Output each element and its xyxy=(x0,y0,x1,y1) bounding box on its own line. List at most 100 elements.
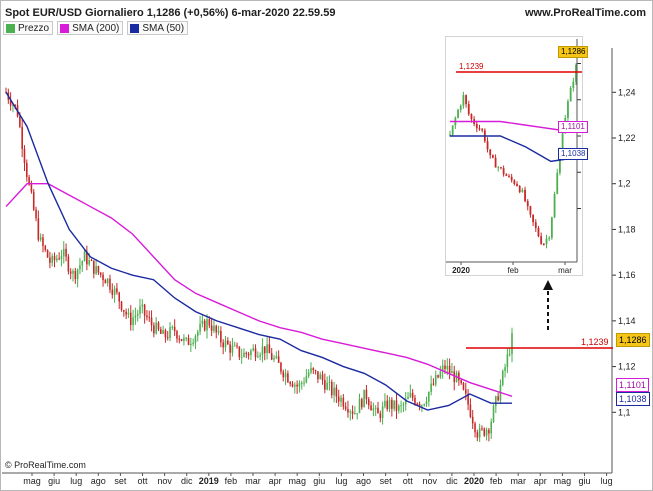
candle-body xyxy=(169,327,171,338)
candle-body xyxy=(458,372,460,381)
candle-body xyxy=(358,399,361,414)
candle-body xyxy=(83,251,86,262)
candle-body xyxy=(321,374,324,381)
sma50-swatch xyxy=(130,23,140,33)
candle-body xyxy=(37,218,40,240)
candle-body xyxy=(314,370,317,372)
candle-body xyxy=(437,375,439,378)
candle-body xyxy=(550,217,553,238)
candle-body xyxy=(575,64,577,82)
y-tick-label: 1,1 xyxy=(618,407,631,417)
candle-body xyxy=(136,313,139,316)
candle-body xyxy=(32,191,35,210)
candle-body xyxy=(529,206,532,215)
candle-body xyxy=(254,348,257,358)
y-tick-label: 1,16 xyxy=(618,270,636,280)
candle-body xyxy=(250,350,252,356)
candle-body xyxy=(300,382,303,384)
candle-body xyxy=(381,406,384,419)
candle-body xyxy=(289,382,291,384)
legend-item-price[interactable]: Prezzo xyxy=(3,21,54,35)
candle-body xyxy=(462,383,465,390)
candle-body xyxy=(86,251,88,265)
candle-body xyxy=(556,172,559,194)
candle-body xyxy=(104,280,107,284)
candle-body xyxy=(233,345,236,347)
price-swatch xyxy=(6,23,15,33)
candle-body xyxy=(490,421,493,434)
candle-body xyxy=(180,339,183,341)
candle-body xyxy=(12,104,14,106)
candle-body xyxy=(526,201,529,207)
candle-body xyxy=(81,261,84,266)
candle-body xyxy=(53,256,56,261)
candle-body xyxy=(335,387,338,397)
candle-body xyxy=(162,330,164,334)
candle-body xyxy=(511,333,513,355)
site-url[interactable]: www.ProRealTime.com xyxy=(524,7,646,19)
candle-body xyxy=(92,260,95,274)
candle-body xyxy=(65,248,67,257)
x-tick-label: mag xyxy=(554,476,572,486)
candle-body xyxy=(469,404,472,417)
x-tick-label: giu xyxy=(578,476,590,486)
candle-body xyxy=(134,315,137,318)
candle-body xyxy=(190,343,192,345)
candle-body xyxy=(508,354,511,356)
candle-body xyxy=(208,319,211,326)
candle-body xyxy=(139,306,141,314)
x-tick-label: ott xyxy=(137,476,148,486)
candle-body xyxy=(337,396,340,402)
candle-body xyxy=(333,387,335,396)
legend-label-price: Prezzo xyxy=(18,22,50,34)
candle-body xyxy=(67,256,70,272)
candle-body xyxy=(257,356,259,358)
candle-body xyxy=(446,365,449,370)
y-tick-label: 1,12 xyxy=(618,362,636,372)
candle-body xyxy=(171,326,174,328)
candle-body xyxy=(268,344,271,354)
candle-body xyxy=(153,325,155,334)
candle-body xyxy=(35,209,37,219)
candle-body xyxy=(324,380,326,390)
candle-body xyxy=(540,236,543,244)
candle-body xyxy=(393,400,395,409)
candle-body xyxy=(425,401,428,405)
candle-body xyxy=(561,133,564,151)
candle-body xyxy=(282,371,285,378)
candle-body xyxy=(160,329,162,334)
sma200-line xyxy=(5,183,513,397)
candle-body xyxy=(501,370,504,385)
candle-body xyxy=(483,428,486,436)
sma200-line xyxy=(450,120,577,134)
candle-body xyxy=(478,428,481,438)
inset-last-tag: 1,1286 xyxy=(558,46,589,58)
x-tick-label: nov xyxy=(423,476,438,486)
candle-body xyxy=(572,81,575,88)
candle-body xyxy=(524,189,526,202)
candle-body xyxy=(377,407,379,414)
candle-body xyxy=(178,338,181,340)
candle-body xyxy=(367,399,370,406)
candle-body xyxy=(471,416,474,424)
legend-item-sma50[interactable]: SMA (50) xyxy=(127,21,189,35)
candle-body xyxy=(58,258,60,260)
candle-body xyxy=(513,180,516,184)
candle-body xyxy=(201,320,204,324)
candle-body xyxy=(176,331,178,339)
candle-body xyxy=(497,167,500,169)
x-tick-label: lug xyxy=(601,476,613,486)
x-tick-label: mag xyxy=(23,476,41,486)
legend-item-sma200[interactable]: SMA (200) xyxy=(57,21,124,35)
candle-body xyxy=(494,157,497,168)
candle-body xyxy=(231,345,234,353)
candle-body xyxy=(240,357,243,359)
candle-body xyxy=(374,407,377,409)
inset-sma50-tag: 1,1038 xyxy=(558,148,589,160)
candle-body xyxy=(146,315,148,318)
x-tick-label: lug xyxy=(335,476,347,486)
x-tick-label: dic xyxy=(181,476,193,486)
candle-body xyxy=(46,249,49,258)
candle-body xyxy=(518,186,521,193)
